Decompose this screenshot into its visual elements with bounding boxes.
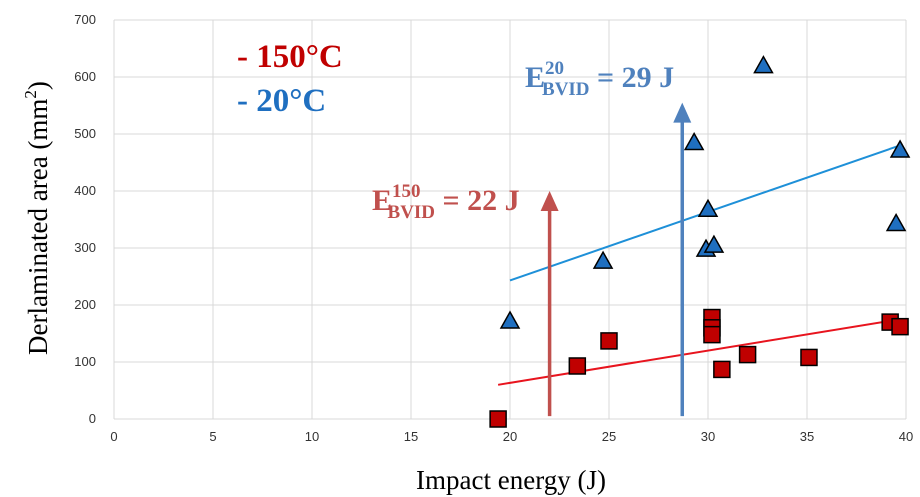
y-tick-labels: 0 100 200 300 400 500 600 700 bbox=[74, 12, 96, 426]
x-tick-label: 10 bbox=[305, 429, 319, 444]
x-tick-label: 30 bbox=[701, 429, 715, 444]
data-point-150c bbox=[703, 325, 721, 344]
y-tick-label: 700 bbox=[74, 12, 96, 27]
annotation-e150-base: E bbox=[372, 184, 392, 217]
x-tick-label: 35 bbox=[800, 429, 814, 444]
annotation-arrows bbox=[540, 102, 692, 417]
x-tick-label: 20 bbox=[503, 429, 517, 444]
x-tick-label: 25 bbox=[602, 429, 616, 444]
legend-entry-20c: - 20°C bbox=[237, 83, 326, 119]
annotation-e20-base: E bbox=[525, 61, 545, 94]
data-point-20c bbox=[753, 55, 774, 74]
annotation-e20-sub: BVID bbox=[542, 79, 590, 100]
y-tick-label: 0 bbox=[89, 411, 96, 426]
x-tick-label: 0 bbox=[110, 429, 117, 444]
y-tick-label: 100 bbox=[74, 354, 96, 369]
data-point-20c bbox=[889, 139, 911, 158]
data-point-20c bbox=[703, 234, 725, 253]
data-point-150c bbox=[489, 410, 507, 428]
data-point-150c bbox=[713, 360, 731, 379]
annotation-e150-sub: BVID bbox=[388, 202, 436, 223]
y-tick-label: 200 bbox=[74, 297, 96, 312]
data-point-20c bbox=[499, 310, 521, 329]
data-point-20c bbox=[697, 198, 719, 217]
annotation-arrow-head bbox=[540, 191, 559, 211]
x-tick-label: 15 bbox=[404, 429, 418, 444]
annotation-e150-bvid: E150 BVID = 22 J bbox=[372, 181, 520, 223]
y-axis-title-sup: 2 bbox=[21, 90, 40, 99]
trendline-150c bbox=[497, 318, 901, 386]
y-axis-title-main: Derlaminated area (mm bbox=[23, 99, 53, 355]
data-point-150c bbox=[600, 332, 618, 350]
data-point-150c bbox=[891, 317, 909, 336]
legend: - 150°C - 20°C bbox=[237, 39, 343, 119]
annotation-e20-rest: = 29 J bbox=[590, 61, 675, 94]
y-tick-label: 300 bbox=[74, 240, 96, 255]
data-points bbox=[489, 55, 911, 428]
x-tick-label: 5 bbox=[209, 429, 216, 444]
annotation-e150-rest: = 22 J bbox=[435, 184, 520, 217]
data-point-20c bbox=[683, 132, 705, 151]
y-tick-label: 400 bbox=[74, 183, 96, 198]
data-point-150c bbox=[738, 345, 757, 364]
annotation-e20-sup: 20 bbox=[545, 58, 564, 79]
legend-entry-150c: - 150°C bbox=[237, 39, 343, 75]
x-axis-title: Impact energy (J) bbox=[416, 465, 606, 495]
data-point-150c bbox=[568, 357, 587, 375]
data-point-20c bbox=[885, 212, 907, 232]
x-tick-label: 40 bbox=[899, 429, 913, 444]
y-tick-label: 500 bbox=[74, 126, 96, 141]
gridlines bbox=[113, 19, 907, 420]
trendlines bbox=[497, 144, 901, 386]
y-axis-title-end: ) bbox=[23, 81, 53, 90]
data-point-20c bbox=[592, 250, 614, 269]
x-tick-labels: 0 5 10 15 20 25 30 35 40 bbox=[110, 429, 913, 444]
y-axis-title: Derlaminated area (mm2) bbox=[21, 81, 53, 355]
data-point-150c bbox=[800, 348, 818, 367]
annotation-e150-sup: 150 bbox=[392, 181, 421, 202]
annotation-e20-bvid: E20 BVID = 29 J bbox=[525, 58, 674, 100]
annotation-arrow-head bbox=[673, 102, 692, 123]
y-tick-label: 600 bbox=[74, 69, 96, 84]
